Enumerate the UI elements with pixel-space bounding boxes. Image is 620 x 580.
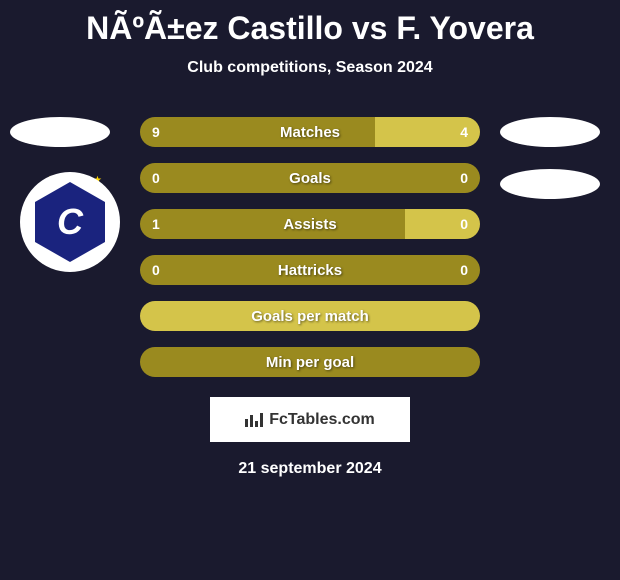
player-left-placeholder <box>10 117 110 147</box>
stat-label: Min per goal <box>140 347 480 377</box>
stat-label: Assists <box>283 216 336 233</box>
stat-label: Matches <box>280 124 340 141</box>
stat-row: Goals per match <box>140 301 480 331</box>
stat-right-value: 0 <box>310 163 480 193</box>
stat-row: Min per goal <box>140 347 480 377</box>
fctables-badge: FcTables.com <box>210 397 410 442</box>
stat-row: 00Hattricks <box>140 255 480 285</box>
stat-label: Goals <box>289 170 331 187</box>
badge-shield: C <box>35 182 105 262</box>
club-badge: C <box>20 172 120 272</box>
stat-row: 94Matches <box>140 117 480 147</box>
fctables-label: FcTables.com <box>269 411 375 429</box>
badge-letter: C <box>57 201 83 243</box>
stat-label: Goals per match <box>140 301 480 331</box>
player-right-placeholder-2 <box>500 169 600 199</box>
chart-icon <box>245 413 263 427</box>
comparison-title: NÃºÃ±ez Castillo vs F. Yovera <box>0 0 620 47</box>
stat-label: Hattricks <box>278 262 342 279</box>
stat-row: 00Goals <box>140 163 480 193</box>
stat-row: 10 Assists <box>140 209 480 239</box>
comparison-area: ★ ★ ★ C 94Matches00Goals10Assists00Hattr… <box>0 117 620 377</box>
comparison-subtitle: Club competitions, Season 2024 <box>0 59 620 77</box>
player-right-placeholder-1 <box>500 117 600 147</box>
stat-right-value: 0 <box>405 209 480 239</box>
stat-left-value: 1 <box>140 209 405 239</box>
stat-right-value: 4 <box>375 117 480 147</box>
stat-left-value: 0 <box>140 163 310 193</box>
date-text: 21 september 2024 <box>0 460 620 478</box>
